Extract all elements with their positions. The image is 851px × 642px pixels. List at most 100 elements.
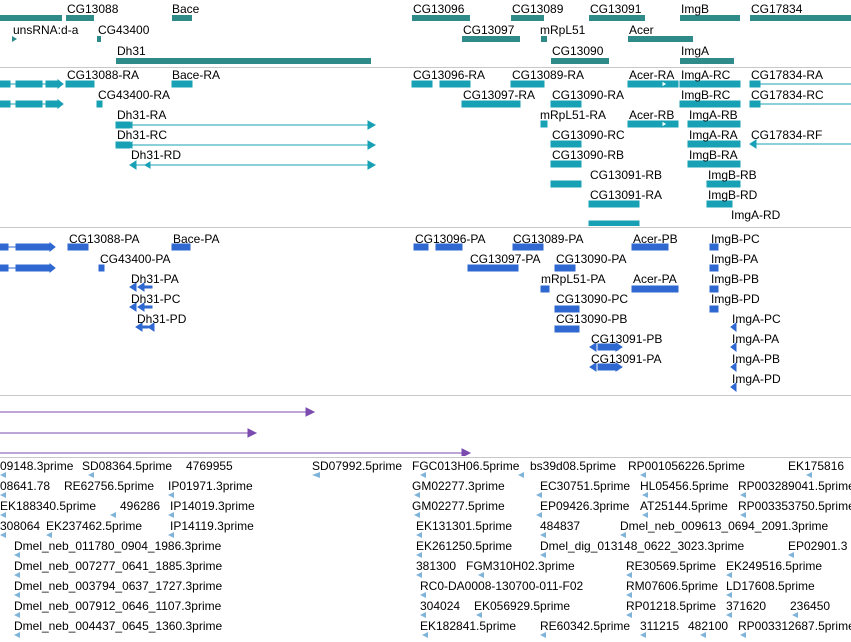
transcript-label[interactable]: CG13089-RA [512, 68, 585, 82]
gene-acer-bar[interactable] [628, 36, 693, 42]
est-label[interactable]: EK188340.5prime [0, 499, 97, 513]
gene-label[interactable]: Bace [172, 2, 200, 16]
est-label[interactable]: IP01971.3prime [168, 479, 253, 493]
gene-cg13091-bar[interactable] [589, 15, 645, 21]
est-label[interactable]: EK261250.5prime [416, 539, 513, 553]
transcript-label[interactable]: ImgA-RD [731, 208, 781, 222]
gene-imgb-bar[interactable] [680, 15, 740, 21]
est-label[interactable]: 381300 [416, 559, 457, 573]
est-label[interactable]: Dmel_neb_004437_0645_1360.3prime [14, 619, 223, 633]
gene-cg13090-bar[interactable] [551, 58, 609, 64]
transcript-label[interactable]: Dh31-RA [117, 108, 167, 122]
gene-label[interactable]: Dh31 [117, 44, 146, 58]
protein-label[interactable]: ImgA-PD [732, 372, 781, 386]
gene-cg43400-bar[interactable] [97, 36, 101, 42]
transcript-label[interactable]: mRpL51-RA [540, 108, 607, 122]
protein-label[interactable]: CG13090-PB [556, 312, 628, 326]
transcript-label[interactable]: CG43400-RA [98, 88, 171, 102]
transcript-label[interactable]: CG17834-RA [751, 68, 824, 82]
gene-label[interactable]: ImgB [681, 2, 710, 16]
protein-label[interactable]: Dh31-PD [137, 312, 187, 326]
protein-label[interactable]: CG13089-PA [513, 232, 584, 246]
est-label[interactable]: LD17608.5prime [726, 579, 815, 593]
gene-cg13096-bar[interactable] [412, 15, 470, 21]
transcript-label[interactable]: CG13097-RA [463, 88, 536, 102]
gene-label[interactable]: mRpL51 [540, 23, 586, 37]
est-label[interactable]: Dmel_neb_003794_0637_1727.3prime [14, 579, 223, 593]
est-label[interactable]: RE30569.5prime [626, 559, 717, 573]
gene-label[interactable]: CG17834 [751, 2, 803, 16]
protein-label[interactable]: CG13091-PB [591, 332, 663, 346]
gene-mrpl51-bar[interactable] [541, 36, 547, 42]
gene-label[interactable]: CG13090 [552, 44, 604, 58]
protein-label[interactable]: CG13090-PC [556, 292, 629, 306]
transcript-label[interactable]: Dh31-RC [117, 128, 168, 142]
protein-label[interactable]: ImgA-PC [732, 312, 781, 326]
gene-label[interactable]: unsRNA:d-a [13, 23, 79, 37]
est-label[interactable]: RC0-DA0008-130700-011-F02 [420, 579, 584, 593]
protein-label[interactable]: mRpL51-PA [541, 272, 606, 286]
protein-label[interactable]: CG43400-PA [100, 252, 171, 266]
est-label[interactable]: 371620 [726, 599, 767, 613]
transcript-label[interactable]: CG17834-RF [751, 128, 823, 142]
gene-cg13088-bar[interactable] [66, 15, 94, 21]
transcript-label[interactable]: ImgA-RC [681, 68, 731, 82]
est-label[interactable]: 08641.78 [0, 479, 51, 493]
est-label[interactable]: EC30751.5prime [540, 479, 631, 493]
est-label[interactable]: RP003312687.5prime [738, 619, 851, 633]
est-label[interactable]: EP09426.3prime [540, 499, 630, 513]
est-label[interactable]: 09148.3prime [0, 459, 74, 473]
est-label[interactable]: GM02277.5prime [412, 499, 505, 513]
gene-cg13097-bar[interactable] [462, 36, 520, 42]
gene-label[interactable]: CG13096 [413, 2, 465, 16]
protein-label[interactable]: ImgB-PC [711, 232, 760, 246]
transcript-label[interactable]: CG13091-RA [590, 188, 663, 202]
est-label[interactable]: Dmel_neb_007277_0641_1885.3prime [14, 559, 223, 573]
gene-label[interactable]: ImgA [681, 44, 710, 58]
est-label[interactable]: IP14119.3prime [170, 519, 254, 533]
est-label[interactable]: SD08364.5prime [82, 459, 173, 473]
transcript-label[interactable]: ImgA-RA [689, 128, 738, 142]
protein-label[interactable]: ImgB-PD [711, 292, 760, 306]
est-label[interactable]: RP001056226.5prime [628, 459, 745, 473]
transcript-label[interactable]: ImgB-RD [708, 188, 758, 202]
est-label[interactable]: 236450 [790, 599, 831, 613]
est-label[interactable]: 308064 [0, 519, 41, 533]
est-label[interactable]: IP14019.3prime [170, 499, 255, 513]
est-label[interactable]: FGC013H06.5prime [412, 459, 520, 473]
protein-label[interactable]: ImgA-PA [732, 332, 780, 346]
gene-label[interactable]: CG13097 [463, 23, 515, 37]
est-label[interactable]: RP003353750.5prime [738, 499, 851, 513]
protein-label[interactable]: Dh31-PC [131, 292, 181, 306]
est-label[interactable]: 496286 [120, 499, 161, 513]
gene-imga-bar[interactable] [680, 58, 734, 64]
protein-label[interactable]: CG13096-PA [415, 232, 486, 246]
transcript-label[interactable]: ImgA-RB [689, 108, 738, 122]
protein-label[interactable]: Bace-PA [173, 232, 220, 246]
est-label[interactable]: EK182841.5prime [420, 619, 517, 633]
gene-label[interactable]: Acer [629, 23, 654, 37]
transcript-label[interactable]: CG13090-RC [552, 128, 625, 142]
est-label[interactable]: RE62756.5prime [64, 479, 155, 493]
est-label[interactable]: Dmel_neb_009613_0694_2091.3prime [620, 519, 829, 533]
gene-cg17834-bar[interactable] [750, 15, 851, 21]
gene-label[interactable]: CG13088 [67, 2, 119, 16]
est-label[interactable]: 311215 [640, 619, 680, 633]
est-label[interactable]: RE60342.5prime [540, 619, 631, 633]
gene-dh31-bar[interactable] [116, 58, 371, 64]
est-label[interactable]: AT25144.5prime [640, 499, 728, 513]
est-label[interactable]: EP02901.3 [788, 539, 848, 553]
transcript-label[interactable]: ImgB-RB [708, 168, 757, 182]
transcript-label[interactable]: CG13090-RA [552, 88, 625, 102]
protein-label[interactable]: CG13091-PA [591, 352, 662, 366]
est-label[interactable]: RP01218.5prime [626, 599, 717, 613]
est-label[interactable]: 482100 [688, 619, 729, 633]
est-label[interactable]: GM02277.3prime [412, 479, 505, 493]
est-label[interactable]: EK249516.5prime [726, 559, 823, 573]
transcript-label[interactable]: CG13096-RA [413, 68, 486, 82]
est-label[interactable]: 484837 [540, 519, 581, 533]
protein-label[interactable]: ImgB-PA [711, 252, 759, 266]
protein-label[interactable]: ImgA-PB [732, 352, 781, 366]
est-label[interactable]: Dmel_neb_007912_0646_1107.3prime [14, 599, 222, 613]
transcript-label[interactable]: CG17834-RC [751, 88, 824, 102]
